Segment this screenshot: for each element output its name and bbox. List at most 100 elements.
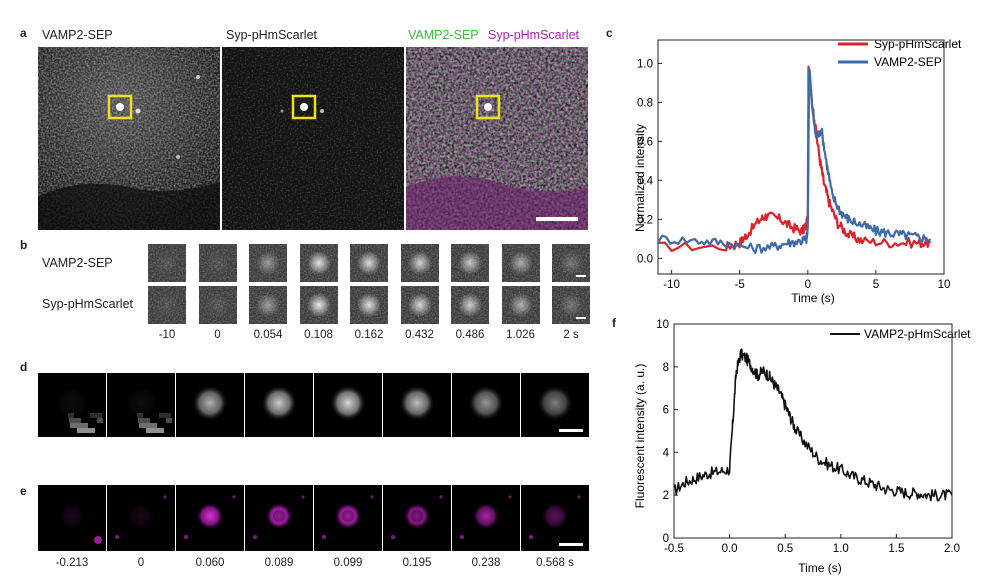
panel-label-a: a (20, 26, 27, 40)
panel-b-time-labels: -10 0 0.054 0.108 0.162 0.432 0.486 1.026 2 s (148, 329, 598, 345)
panel-e-time-label: 0.238 (471, 557, 501, 569)
legend-label-syp: Syp-pHmScarlet (874, 37, 962, 51)
chart-f-ytick-label: 4 (663, 447, 670, 459)
panel-e-tile (107, 485, 175, 551)
chart-c-xtick-label: -5 (735, 279, 745, 291)
panel-d-tile (38, 373, 106, 437)
panel-label-d: d (20, 360, 28, 374)
chart-f-ytick-label: 2 (663, 490, 669, 502)
panel-a-vamp2-image (38, 47, 220, 230)
chart-c-ytick-label: 1.0 (637, 58, 653, 70)
panel-label-b: b (20, 238, 28, 252)
panel-e-time-labels: -0.213 0 0.060 0.089 0.099 0.195 0.238 0.568 s (38, 557, 590, 573)
panel-label-e: e (20, 484, 27, 498)
chart-c-legend: Syp-pHmScarlet VAMP2-SEP (838, 37, 962, 69)
panel-b-time-label: 0.432 (405, 329, 434, 341)
panel-b-time-label: -10 (158, 329, 176, 341)
panel-b-time-label: 1.026 (506, 329, 535, 341)
panel-d-tile (383, 373, 451, 437)
chart-c-ytick-label: 0.2 (637, 214, 653, 226)
chart-c-xtick-label: 0 (805, 279, 811, 291)
panel-e-tile (38, 485, 106, 551)
panel-e-time-label: -0.213 (55, 557, 89, 569)
panel-b-row-label-syp: Syp-pHmScarlet (42, 297, 133, 311)
panel-d-tile (176, 373, 244, 437)
roi-box (107, 94, 133, 120)
chart-f-ylabel: Fluorescent intensity (a. u.) (633, 364, 647, 509)
chart-c-ytick-label: 0.8 (637, 97, 653, 109)
panel-b-row-label-vamp2: VAMP2-SEP (42, 256, 113, 270)
chart-c-ylabel: Normalized intensity (633, 124, 647, 232)
chart-f-ytick-label: 8 (663, 362, 669, 374)
panel-a-title-syp: Syp-pHmScarlet (226, 28, 317, 42)
panel-b-tile (501, 244, 540, 282)
chart-c-xtick-label: 10 (938, 279, 951, 291)
panel-b-time-label: 0.486 (455, 329, 485, 341)
panel-b-tile (148, 286, 186, 324)
chart-c-ytick-label: 0.6 (637, 136, 653, 148)
chart-c-ytick-label: 0.4 (637, 175, 654, 187)
chart-c-series-vamp2-sep (657, 67, 932, 254)
chart-f-xtick-label: 0.0 (722, 543, 738, 555)
panel-a-title-merge-magenta: Syp-pHmScarlet (488, 28, 579, 42)
panel-e-time-label: 0.060 (195, 557, 225, 569)
panel-b-tile (299, 244, 338, 282)
chart-c: Normalized intensity Time (s) Syp-pHmSca… (633, 37, 962, 305)
panel-e-montage (38, 485, 590, 551)
chart-f-legend: VAMP2-pHmScarlet (830, 327, 971, 341)
panel-e-tile (452, 485, 520, 551)
chart-f-xtick-label: 0.5 (777, 543, 793, 555)
panel-d-tile (452, 373, 520, 437)
chart-f-ytick-label: 10 (656, 319, 669, 331)
panel-e-tile (314, 485, 382, 551)
chart-f: Fluorescent intensity (a. u.) Time (s) V… (633, 319, 971, 575)
panel-e-time-label: 0 (137, 557, 145, 569)
panel-b-tile (148, 244, 186, 282)
panel-d-tile (314, 373, 382, 437)
chart-f-ytick-label: 0 (663, 533, 669, 545)
panel-b-tile (552, 244, 590, 282)
panel-b-time-label: 0.108 (304, 329, 333, 341)
panel-d-tile (107, 373, 175, 437)
panel-b-time-label: 0.054 (253, 329, 283, 341)
panel-b-tile (552, 286, 590, 324)
panel-e-time-label: 0.089 (264, 557, 294, 569)
panel-b-tile (198, 244, 237, 282)
scale-bar (536, 217, 578, 221)
chart-f-xtick-label: 1.0 (833, 543, 849, 555)
panel-e-tile (521, 485, 589, 551)
panel-e-tile (176, 485, 244, 551)
panel-b-tile (350, 286, 388, 324)
panel-b-time-label: 0 (214, 329, 221, 341)
panel-b-time-label: 2 s (563, 329, 579, 341)
panel-b-tile (501, 286, 540, 324)
panel-b-tile (198, 286, 237, 324)
panel-b-tile (299, 286, 338, 324)
panel-a-title-vamp2: VAMP2-SEP (42, 28, 113, 42)
chart-c-xtick-label: 5 (873, 279, 879, 291)
panel-b-tile (400, 244, 439, 282)
panel-b-tile (350, 244, 388, 282)
panel-e-time-label: 0.195 (402, 557, 432, 569)
panel-b-tile (249, 286, 287, 324)
panel-b-tile (451, 244, 489, 282)
panel-d-tile (521, 373, 589, 437)
panel-a-title-merge-green: VAMP2-SEP (408, 28, 479, 42)
panel-e-time-label: 0.568 s (536, 557, 574, 569)
panel-label-f: f (612, 316, 616, 330)
chart-f-axes-frame (673, 323, 953, 539)
panel-label-c: c (606, 26, 613, 40)
chart-c-series-syp-phmscarlet (657, 65, 932, 252)
chart-f-series-vamp2-phmscarlet (673, 348, 953, 502)
chart-f-xtick-label: 1.5 (888, 543, 904, 555)
chart-f-ytick-label: 6 (663, 405, 669, 417)
chart-f-xtick-label: -0.5 (664, 543, 684, 555)
panel-b-time-label: 0.162 (354, 329, 384, 341)
panel-d-tile (245, 373, 313, 437)
panel-e-tile (383, 485, 451, 551)
panel-a-syp-image (222, 47, 404, 230)
chart-c-xtick-label: -10 (663, 279, 680, 291)
legend-label-vamp2: VAMP2-SEP (874, 55, 942, 69)
panel-b-tile (400, 286, 439, 324)
panel-b-tile (249, 244, 287, 282)
